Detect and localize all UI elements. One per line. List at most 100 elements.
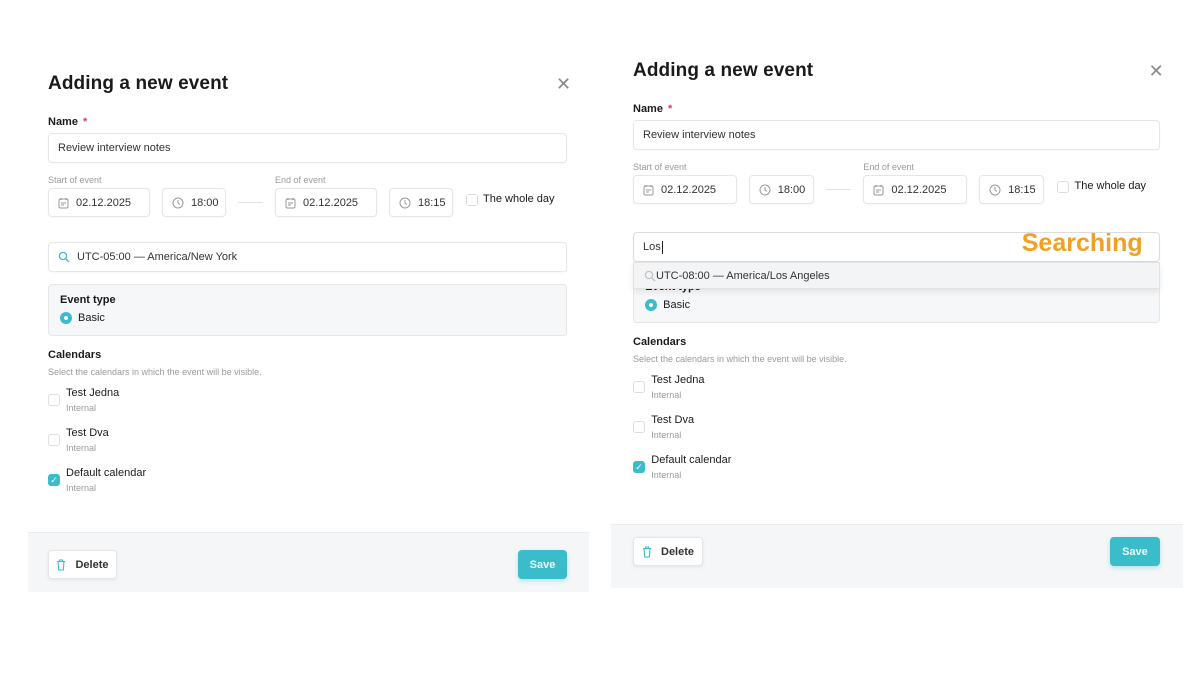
- end-time-input-value: 18:15: [418, 196, 446, 209]
- clock-icon: [172, 197, 184, 208]
- whole-day-label: The whole day: [483, 193, 555, 205]
- trash-icon: [57, 558, 66, 571]
- range-separator: [238, 202, 263, 203]
- calendar-checkbox[interactable]: [48, 394, 60, 406]
- save-label: Save: [1122, 545, 1148, 558]
- start-date-input-value: 02.12.2025: [661, 183, 717, 196]
- event-type-option-basic[interactable]: Basic: [645, 299, 690, 311]
- end-date-input[interactable]: 02.12.2025: [863, 175, 967, 204]
- name-label: Name *: [48, 116, 87, 128]
- name-label-text: Name: [633, 103, 663, 115]
- event-type-option-label: Basic: [78, 312, 105, 324]
- start-label: Start of event: [48, 175, 102, 185]
- calendar-type: Internal: [651, 430, 682, 440]
- event-type-option-basic[interactable]: Basic: [60, 312, 105, 324]
- event-type-label: Event type: [60, 294, 116, 306]
- close-icon[interactable]: ✕: [1148, 61, 1164, 81]
- save-button[interactable]: Save: [518, 550, 567, 579]
- calendars-label: Calendars: [48, 349, 102, 361]
- name-label: Name *: [633, 103, 672, 115]
- calendars-description: Select the calendars in which the event …: [48, 367, 262, 377]
- required-mark: *: [82, 116, 88, 128]
- calendar-checkbox[interactable]: ✓: [633, 461, 645, 473]
- timezone-value: UTC-05:00 — America/New York: [77, 251, 238, 263]
- timezone-search-input[interactable]: Los: [633, 232, 1160, 262]
- start-date-input[interactable]: 02.12.2025: [48, 188, 150, 217]
- calendar-name: Default calendar: [651, 454, 732, 466]
- clock-icon: [989, 184, 1001, 195]
- calendar-icon: [58, 197, 69, 208]
- calendars-description: Select the calendars in which the event …: [633, 354, 847, 364]
- calendar-type: Internal: [651, 470, 682, 480]
- calendar-type: Internal: [66, 403, 97, 413]
- calendar-name: Test Dva: [66, 427, 109, 439]
- end-date-input[interactable]: 02.12.2025: [275, 188, 377, 217]
- end-label: End of event: [863, 162, 914, 172]
- check-icon: ✓: [635, 461, 643, 472]
- calendar-icon: [873, 184, 884, 195]
- calendar-type: Internal: [66, 443, 97, 453]
- delete-button[interactable]: Delete: [48, 550, 117, 579]
- end-date-input-value: 02.12.2025: [303, 196, 359, 209]
- start-time-input[interactable]: 18:00: [748, 175, 814, 204]
- end-time-input-value: 18:15: [1008, 183, 1036, 196]
- timezone-option-label: UTC-08:00 — America/Los Angeles: [656, 269, 830, 282]
- whole-day-checkbox[interactable]: [466, 194, 478, 206]
- clock-icon: [759, 184, 771, 195]
- trash-icon: [643, 545, 651, 558]
- event-type-section: [48, 284, 567, 336]
- calendar-icon: [285, 197, 296, 208]
- start-date-input-value: 02.12.2025: [76, 196, 132, 209]
- calendar-type: Internal: [651, 390, 682, 400]
- delete-button[interactable]: Delete: [633, 537, 704, 566]
- calendar-name: Test Jedna: [651, 374, 705, 386]
- calendar-name: Test Jedna: [66, 387, 120, 399]
- searching-annotation: Searching: [1021, 229, 1143, 257]
- start-label: Start of event: [633, 162, 687, 172]
- calendar-checkbox[interactable]: [633, 381, 645, 393]
- dialog-title: Adding a new event: [48, 73, 229, 94]
- required-mark: *: [667, 103, 673, 115]
- clock-icon: [399, 197, 411, 208]
- end-date-input-value: 02.12.2025: [891, 183, 947, 196]
- calendars-label: Calendars: [633, 336, 687, 348]
- check-icon: ✓: [50, 474, 58, 485]
- event-type-option-label: Basic: [663, 299, 691, 311]
- start-time-input-value: 18:00: [777, 183, 806, 196]
- name-value: Review interview notes: [643, 129, 756, 141]
- whole-day-checkbox[interactable]: [1057, 181, 1070, 193]
- calendar-type: Internal: [66, 483, 97, 493]
- start-date-input[interactable]: 02.12.2025: [633, 175, 737, 204]
- end-label: End of event: [275, 175, 326, 185]
- save-label: Save: [529, 558, 556, 571]
- calendar-checkbox[interactable]: [633, 421, 645, 433]
- radio-selected[interactable]: [645, 299, 658, 311]
- dialog-title: Adding a new event: [633, 60, 814, 81]
- calendar-name: Default calendar: [66, 467, 147, 479]
- whole-day-label: The whole day: [1074, 180, 1147, 192]
- name-label-text: Name: [48, 116, 78, 128]
- timezone-search-value: Los: [643, 241, 661, 253]
- start-time-input-value: 18:00: [191, 196, 219, 209]
- search-icon: [58, 251, 70, 263]
- timezone-input[interactable]: UTC-05:00 — America/New York: [48, 242, 567, 272]
- calendar-checkbox[interactable]: [48, 434, 60, 446]
- save-button[interactable]: Save: [1110, 537, 1160, 566]
- name-value: Review interview notes: [58, 142, 171, 154]
- delete-label: Delete: [661, 545, 695, 558]
- name-input[interactable]: Review interview notes: [633, 120, 1160, 150]
- dialog-footer: [611, 524, 1183, 588]
- timezone-option[interactable]: UTC-08:00 — America/Los Angeles: [633, 262, 1160, 289]
- name-input[interactable]: Review interview notes: [48, 133, 567, 163]
- end-time-input[interactable]: 18:15: [979, 175, 1045, 204]
- delete-label: Delete: [75, 558, 109, 571]
- dialog-footer: [28, 532, 589, 592]
- close-icon[interactable]: ✕: [556, 74, 572, 94]
- radio-selected[interactable]: [60, 312, 72, 324]
- calendar-name: Test Dva: [651, 414, 695, 426]
- search-icon: [644, 270, 656, 281]
- end-time-input[interactable]: 18:15: [389, 188, 453, 217]
- calendar-checkbox[interactable]: ✓: [48, 474, 60, 486]
- start-time-input[interactable]: 18:00: [162, 188, 226, 217]
- calendar-icon: [643, 184, 654, 195]
